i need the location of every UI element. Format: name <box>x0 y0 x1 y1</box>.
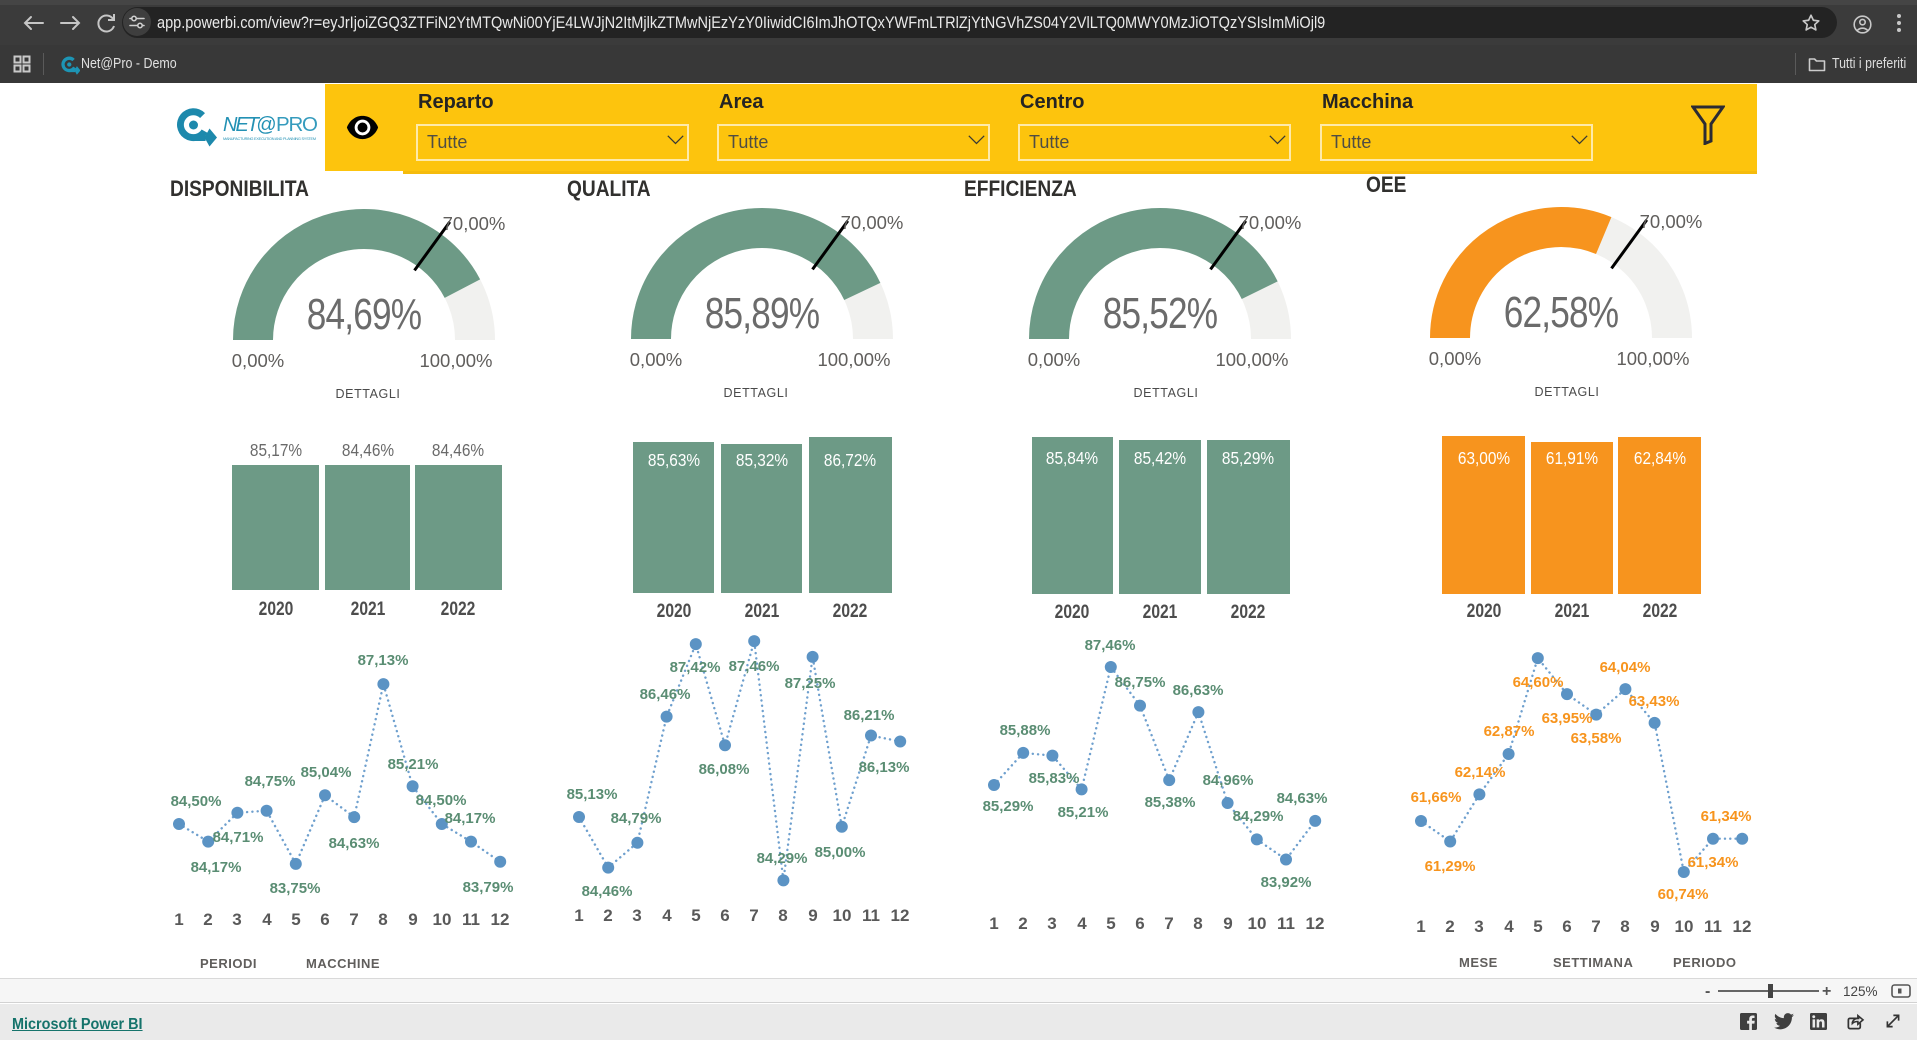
svg-text:61,34%: 61,34% <box>1701 808 1752 825</box>
svg-text:64,04%: 64,04% <box>1600 659 1651 676</box>
svg-text:85,29%: 85,29% <box>983 798 1034 815</box>
svg-text:85,21%: 85,21% <box>1058 804 1109 821</box>
svg-text:84,75%: 84,75% <box>245 773 296 790</box>
svg-text:85,88%: 85,88% <box>1000 722 1051 739</box>
svg-text:85,00%: 85,00% <box>815 844 866 861</box>
svg-text:87,46%: 87,46% <box>729 658 780 675</box>
svg-text:@: @ <box>256 114 276 136</box>
svg-text:86,21%: 86,21% <box>844 707 895 724</box>
svg-text:84,63%: 84,63% <box>1277 790 1328 807</box>
svg-text:83,92%: 83,92% <box>1261 874 1312 891</box>
svg-text:62,87%: 62,87% <box>1484 723 1535 740</box>
svg-text:61,29%: 61,29% <box>1425 858 1476 875</box>
svg-text:64,60%: 64,60% <box>1513 674 1564 691</box>
svg-text:85,83%: 85,83% <box>1029 770 1080 787</box>
svg-text:63,58%: 63,58% <box>1571 730 1622 747</box>
svg-text:85,38%: 85,38% <box>1145 794 1196 811</box>
svg-text:86,46%: 86,46% <box>640 686 691 703</box>
svg-text:83,79%: 83,79% <box>463 879 514 896</box>
svg-text:84,17%: 84,17% <box>445 810 496 827</box>
svg-text:86,13%: 86,13% <box>859 759 910 776</box>
svg-text:84,29%: 84,29% <box>757 850 808 867</box>
svg-text:PRO: PRO <box>276 113 318 136</box>
svg-text:84,71%: 84,71% <box>213 829 264 846</box>
svg-text:84,29%: 84,29% <box>1233 808 1284 825</box>
svg-text:NET: NET <box>223 114 261 136</box>
svg-text:84,50%: 84,50% <box>416 792 467 809</box>
svg-text:63,95%: 63,95% <box>1542 710 1593 727</box>
svg-text:61,66%: 61,66% <box>1411 789 1462 806</box>
svg-text:84,46%: 84,46% <box>582 883 633 900</box>
svg-text:61,34%: 61,34% <box>1688 854 1739 871</box>
svg-text:86,63%: 86,63% <box>1173 682 1224 699</box>
svg-text:85,04%: 85,04% <box>301 764 352 781</box>
svg-text:84,17%: 84,17% <box>191 859 242 876</box>
svg-text:86,08%: 86,08% <box>699 761 750 778</box>
svg-text:84,50%: 84,50% <box>171 793 222 810</box>
svg-text:62,14%: 62,14% <box>1455 764 1506 781</box>
svg-text:87,42%: 87,42% <box>670 659 721 676</box>
svg-text:87,46%: 87,46% <box>1085 637 1136 654</box>
svg-text:85,13%: 85,13% <box>567 786 618 803</box>
svg-text:87,13%: 87,13% <box>358 652 409 669</box>
svg-text:86,75%: 86,75% <box>1115 674 1166 691</box>
svg-text:63,43%: 63,43% <box>1629 693 1680 710</box>
svg-text:84,63%: 84,63% <box>329 835 380 852</box>
svg-text:83,75%: 83,75% <box>270 880 321 897</box>
svg-text:MANUFACTURING EXECUTION AND PL: MANUFACTURING EXECUTION AND PLANNING SYS… <box>223 137 316 141</box>
svg-text:87,25%: 87,25% <box>785 675 836 692</box>
svg-text:85,21%: 85,21% <box>388 756 439 773</box>
svg-text:84,96%: 84,96% <box>1203 772 1254 789</box>
svg-text:60,74%: 60,74% <box>1658 886 1709 903</box>
svg-text:84,79%: 84,79% <box>611 810 662 827</box>
